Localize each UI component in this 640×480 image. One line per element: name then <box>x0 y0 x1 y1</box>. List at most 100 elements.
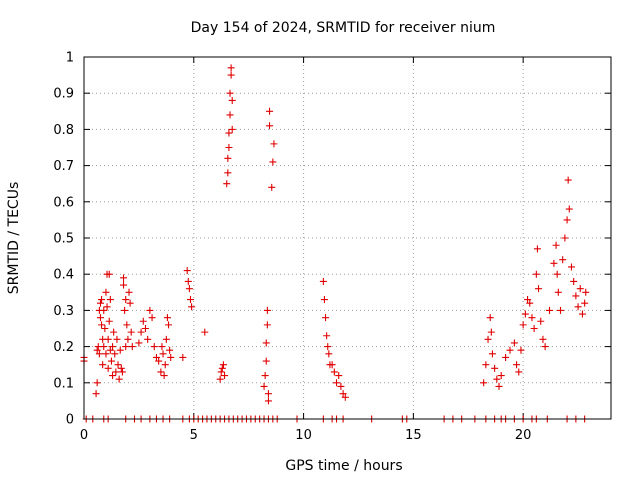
data-point <box>546 306 554 314</box>
data-point <box>550 259 558 267</box>
data-point <box>104 364 112 372</box>
data-point <box>113 335 121 343</box>
data-point <box>330 368 338 376</box>
data-point <box>533 245 541 253</box>
data-point <box>226 89 234 97</box>
data-point <box>524 296 532 304</box>
data-point <box>107 357 115 365</box>
y-tick-label: 0.2 <box>53 340 74 355</box>
data-point <box>201 328 209 336</box>
y-tick-label: 0.1 <box>53 376 74 391</box>
data-point <box>517 346 525 354</box>
data-point <box>225 129 233 137</box>
data-point <box>139 317 147 325</box>
data-point <box>333 379 341 387</box>
data-point <box>530 325 538 332</box>
data-point <box>104 335 112 343</box>
data-point <box>328 361 336 369</box>
data-point <box>102 288 110 296</box>
data-point <box>339 390 347 398</box>
data-point <box>179 353 187 361</box>
data-point <box>574 303 582 311</box>
data-point <box>167 353 175 361</box>
data-point <box>110 328 118 336</box>
data-point <box>323 332 331 340</box>
data-point <box>268 183 276 191</box>
data-point <box>114 361 122 369</box>
x-tick-label: 5 <box>190 428 198 443</box>
data-point <box>135 339 143 347</box>
y-tick-label: 0.8 <box>53 123 74 138</box>
data-point <box>125 288 133 296</box>
data-point <box>118 368 126 376</box>
data-point <box>225 144 233 151</box>
data-point <box>99 361 107 369</box>
y-tick-label: 0 <box>66 413 74 428</box>
data-point <box>96 299 104 307</box>
data-point <box>537 317 545 325</box>
data-point <box>324 343 332 351</box>
data-point <box>513 361 521 369</box>
data-point <box>325 350 333 358</box>
data-point <box>109 343 117 351</box>
data-point <box>101 325 109 332</box>
data-point <box>155 357 163 365</box>
data-point <box>124 335 132 343</box>
y-tick-label: 0.9 <box>53 87 74 102</box>
y-tick-label: 0.3 <box>53 304 74 319</box>
data-points <box>80 64 590 423</box>
data-point <box>576 285 584 293</box>
data-point <box>92 390 100 398</box>
data-point <box>510 339 518 347</box>
x-tick-label: 10 <box>295 428 312 443</box>
data-point <box>165 321 173 329</box>
data-point <box>335 372 343 380</box>
data-point <box>161 361 169 369</box>
y-tick-labels: 0 0.1 0.2 0.3 0.4 0.5 0.6 0.7 0.8 0.9 1 <box>53 51 74 428</box>
data-point <box>157 368 165 376</box>
data-point <box>269 158 277 166</box>
data-point <box>572 292 580 300</box>
data-point <box>497 372 505 380</box>
data-point <box>528 314 536 322</box>
data-point <box>122 343 130 351</box>
data-point <box>341 393 349 401</box>
data-point <box>219 361 227 369</box>
data-point <box>102 350 110 358</box>
data-point <box>484 335 492 343</box>
data-point <box>127 328 135 336</box>
data-point <box>112 368 120 376</box>
data-point <box>217 368 225 376</box>
data-point <box>185 285 193 293</box>
data-point <box>541 343 549 351</box>
data-point <box>266 107 274 115</box>
data-point <box>166 346 174 354</box>
data-point <box>486 314 494 322</box>
y-tick-label: 1 <box>66 51 74 66</box>
data-point <box>115 375 123 383</box>
data-point <box>93 379 101 387</box>
data-point <box>319 277 327 285</box>
x-axis-label: GPS time / hours <box>285 458 402 474</box>
data-point <box>218 364 226 372</box>
data-point <box>227 64 235 72</box>
data-point <box>552 241 560 249</box>
data-point <box>337 382 345 390</box>
data-point <box>539 335 547 343</box>
data-point <box>122 296 130 304</box>
data-point <box>183 267 191 275</box>
data-point <box>320 296 328 304</box>
data-point <box>262 357 270 365</box>
data-point <box>159 350 167 358</box>
grid-lines <box>84 57 611 419</box>
data-point <box>148 314 156 322</box>
data-point <box>150 343 158 351</box>
data-point <box>188 303 196 311</box>
data-point <box>128 343 136 351</box>
data-point <box>266 122 274 130</box>
y-tick-label: 0.6 <box>53 195 74 210</box>
y-tick-label: 0.5 <box>53 232 74 247</box>
data-point <box>103 303 111 311</box>
data-point <box>100 343 108 351</box>
